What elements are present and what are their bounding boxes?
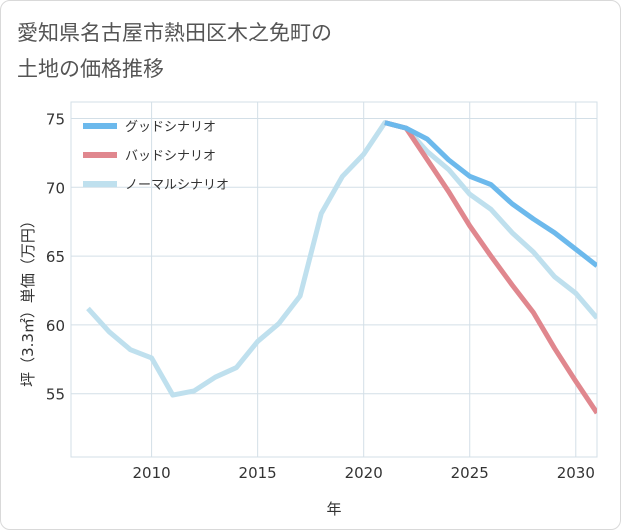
y-tick-label: 65 <box>46 248 65 266</box>
y-axis-title: 坪（3.3㎡）単価（万円） <box>19 213 37 387</box>
legend-label-good: グッドシナリオ <box>125 120 216 135</box>
y-tick-label: 70 <box>46 179 65 197</box>
plot-frame <box>70 101 598 458</box>
x-tick-label: 2030 <box>557 464 595 482</box>
chart-title-line-2: 土地の価格推移 <box>17 57 164 81</box>
axes: 2010 2015 2020 2025 2030 55 60 65 70 75 <box>46 111 595 482</box>
x-tick-label: 2025 <box>451 464 489 482</box>
x-tick-label: 2010 <box>133 464 171 482</box>
legend-label-normal: ノーマルシナリオ <box>125 178 229 193</box>
x-tick-label: 2020 <box>345 464 383 482</box>
x-axis-title: 年 <box>326 500 341 518</box>
y-tick-label: 60 <box>46 317 65 335</box>
y-tick-label: 75 <box>46 111 65 129</box>
chart-title: 愛知県名古屋市熱田区木之免町の 土地の価格推移 <box>17 15 332 87</box>
series-lines <box>86 120 597 415</box>
chart-title-line-1: 愛知県名古屋市熱田区木之免町の <box>17 21 332 45</box>
legend-label-bad: バッドシナリオ <box>125 149 216 164</box>
y-tick-label: 55 <box>46 386 65 404</box>
x-tick-label: 2015 <box>239 464 277 482</box>
series-line-normal <box>86 120 597 398</box>
series-line-bad <box>384 120 597 415</box>
series-line-good <box>384 120 597 268</box>
